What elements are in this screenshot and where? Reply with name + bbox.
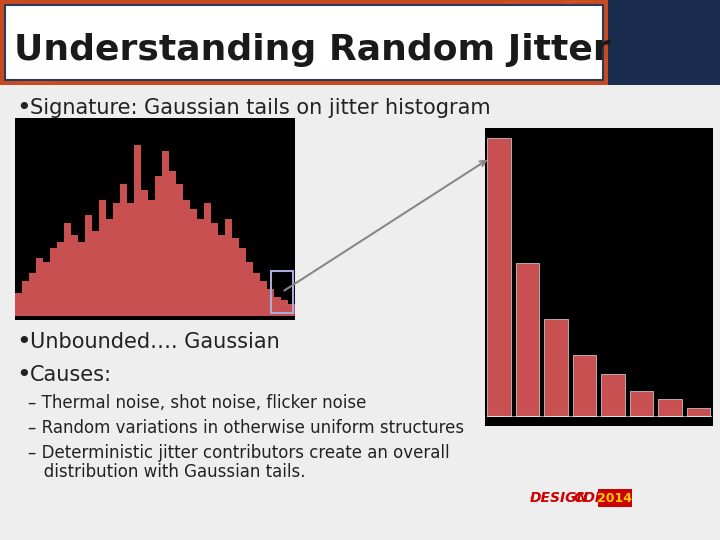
Bar — [22, 281, 29, 316]
Bar — [274, 296, 281, 316]
Bar — [516, 263, 539, 416]
Bar — [485, 128, 713, 426]
Bar — [50, 248, 56, 316]
Bar — [148, 200, 155, 316]
Text: Understanding Random Jitter: Understanding Random Jitter — [14, 33, 611, 67]
Bar — [629, 391, 653, 416]
Bar — [141, 190, 148, 316]
Text: •: • — [16, 330, 31, 354]
Text: distribution with Gaussian tails.: distribution with Gaussian tails. — [28, 463, 305, 481]
Bar — [211, 223, 217, 316]
Bar — [658, 399, 682, 416]
Bar — [64, 223, 71, 316]
Bar — [598, 489, 632, 507]
Text: •: • — [16, 363, 31, 387]
Bar — [544, 319, 567, 416]
Bar — [15, 118, 295, 320]
Bar — [218, 234, 225, 316]
Bar — [204, 204, 210, 316]
Bar — [288, 305, 294, 316]
Text: •: • — [16, 96, 31, 120]
Bar — [135, 145, 140, 316]
Bar — [15, 293, 22, 316]
Bar — [92, 231, 99, 316]
Bar — [572, 355, 596, 416]
Bar — [85, 215, 91, 316]
Bar — [30, 273, 35, 316]
Bar — [184, 200, 189, 316]
Text: Unbounded…. Gaussian: Unbounded…. Gaussian — [30, 332, 280, 352]
Bar — [169, 171, 176, 316]
Bar — [686, 408, 710, 416]
Bar — [608, 0, 720, 85]
Bar — [0, 0, 720, 85]
Bar — [78, 242, 84, 316]
Bar — [107, 219, 112, 316]
Bar — [120, 184, 127, 316]
Bar — [271, 271, 293, 313]
Text: CON: CON — [574, 491, 608, 505]
Text: – Thermal noise, shot noise, flicker noise: – Thermal noise, shot noise, flicker noi… — [28, 394, 366, 412]
Bar — [253, 273, 259, 316]
Text: DESIGN: DESIGN — [530, 491, 589, 505]
Text: 2014: 2014 — [598, 491, 632, 504]
Text: – Deterministic jitter contributors create an overall: – Deterministic jitter contributors crea… — [28, 444, 449, 462]
Text: – Random variations in otherwise uniform structures: – Random variations in otherwise uniform… — [28, 419, 464, 437]
Bar — [43, 262, 50, 316]
Bar — [162, 151, 168, 316]
Bar — [113, 204, 120, 316]
Bar — [58, 242, 63, 316]
Bar — [71, 234, 78, 316]
Bar — [5, 5, 603, 80]
Bar — [233, 238, 238, 316]
Bar — [156, 177, 161, 316]
Bar — [127, 204, 133, 316]
Bar — [246, 262, 253, 316]
Bar — [36, 258, 42, 316]
Bar — [176, 184, 182, 316]
Bar — [99, 200, 106, 316]
Bar — [282, 300, 287, 316]
Text: Causes:: Causes: — [30, 365, 112, 385]
Bar — [0, 85, 720, 540]
Bar — [190, 210, 197, 316]
Bar — [225, 219, 232, 316]
Bar — [197, 219, 204, 316]
Bar — [239, 248, 246, 316]
Bar — [487, 138, 510, 416]
Bar — [601, 374, 624, 416]
Bar — [267, 289, 274, 316]
Bar — [261, 281, 266, 316]
Text: D: D — [530, 497, 531, 498]
Text: Signature: Gaussian tails on jitter histogram: Signature: Gaussian tails on jitter hist… — [30, 98, 490, 118]
